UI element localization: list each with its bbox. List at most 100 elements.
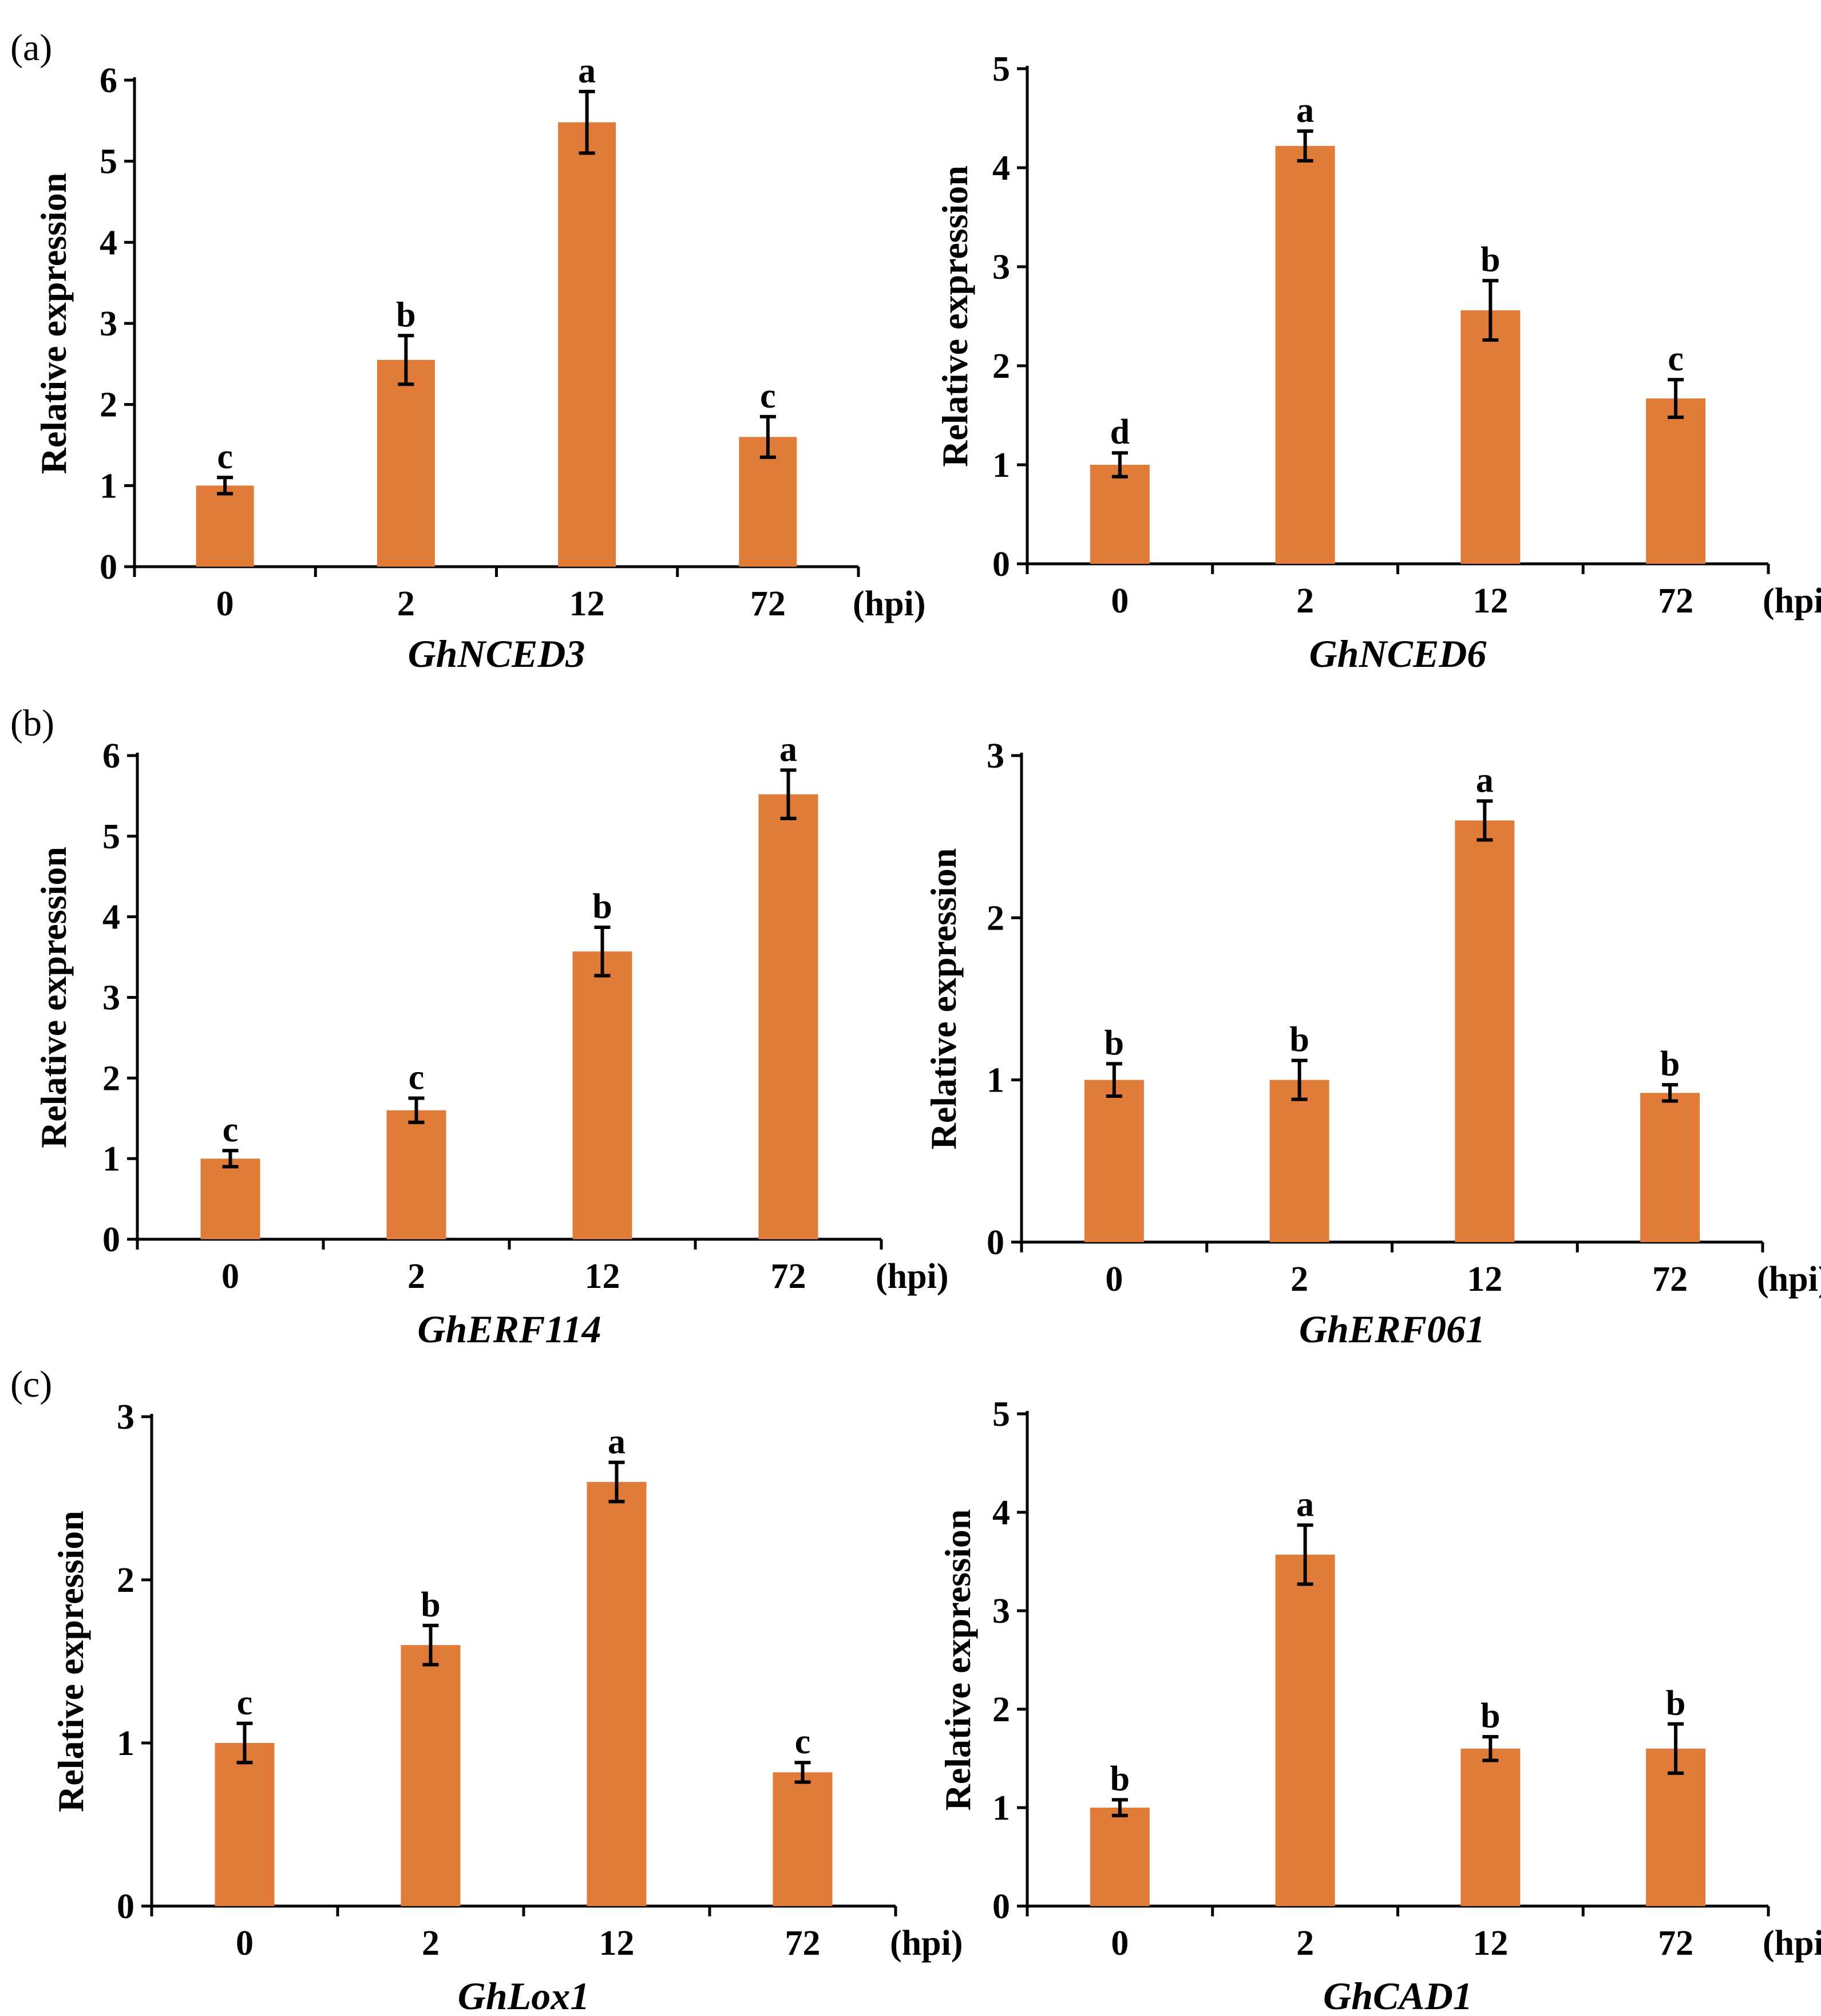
bar — [1269, 1080, 1329, 1242]
x-unit-label: (hpi) — [853, 584, 925, 623]
significance-letter: b — [592, 887, 612, 926]
significance-letter: d — [1110, 413, 1130, 452]
y-tick-label: 3 — [102, 979, 120, 1018]
x-unit-label: (hpi) — [890, 1924, 963, 1963]
y-axis-title: Relative expression — [50, 1511, 91, 1812]
y-tick-label: 1 — [102, 1140, 120, 1179]
y-tick-label: 2 — [992, 347, 1010, 386]
bar — [377, 359, 435, 567]
y-tick-label: 0 — [100, 548, 117, 587]
y-tick-label: 4 — [100, 223, 117, 262]
y-tick-label: 6 — [100, 61, 117, 100]
y-axis-title: Relative expression — [937, 1509, 978, 1811]
significance-letter: b — [1105, 1023, 1124, 1062]
significance-letter: b — [421, 1586, 440, 1624]
y-axis-title: Relative expression — [33, 173, 74, 475]
y-tick-label: 3 — [100, 305, 117, 343]
gene-title: GhCAD1 — [1323, 1974, 1472, 2016]
y-tick-label: 3 — [992, 248, 1010, 287]
bar — [1084, 1080, 1144, 1242]
y-tick-label: 2 — [117, 1561, 134, 1600]
y-tick-label: 5 — [100, 143, 117, 181]
x-tick-label: 0 — [1111, 1924, 1129, 1963]
significance-letter: c — [409, 1058, 425, 1097]
x-tick-label: 72 — [785, 1924, 821, 1963]
y-tick-label: 2 — [100, 386, 117, 425]
significance-letter: c — [760, 377, 776, 416]
x-tick-label: 12 — [599, 1924, 635, 1963]
bar — [1275, 145, 1335, 564]
x-tick-label: 0 — [221, 1257, 239, 1296]
significance-letter: c — [795, 1722, 811, 1761]
y-axis-title: Relative expression — [923, 848, 964, 1150]
y-tick-label: 3 — [987, 737, 1004, 776]
y-tick-label: 5 — [992, 50, 1010, 89]
y-tick-label: 1 — [117, 1724, 134, 1763]
bar — [196, 485, 254, 567]
x-tick-label: 12 — [1472, 582, 1508, 620]
bar — [773, 1772, 833, 1906]
bar — [1460, 1748, 1521, 1906]
bar — [386, 1110, 446, 1239]
x-tick-label: 12 — [585, 1257, 620, 1296]
bar — [215, 1743, 275, 1906]
x-tick-label: 2 — [1290, 1260, 1308, 1299]
x-tick-label: 0 — [1105, 1260, 1123, 1299]
x-tick-label: 0 — [1111, 582, 1129, 620]
y-tick-label: 1 — [992, 446, 1010, 485]
significance-letter: c — [237, 1683, 253, 1722]
gene-title: GhERF114 — [417, 1307, 601, 1351]
x-unit-label: (hpi) — [876, 1257, 948, 1296]
bar — [1090, 465, 1150, 564]
y-tick-label: 1 — [987, 1061, 1004, 1100]
y-tick-label: 0 — [992, 545, 1010, 584]
x-tick-label: 2 — [1296, 1924, 1314, 1963]
x-tick-label: 2 — [407, 1257, 425, 1296]
x-tick-label: 0 — [216, 584, 234, 623]
bar — [1090, 1808, 1150, 1906]
x-tick-label: 12 — [1467, 1260, 1502, 1299]
bar — [401, 1645, 461, 1906]
y-tick-label: 0 — [117, 1887, 134, 1926]
gene-title: GhLox1 — [458, 1974, 589, 2016]
y-tick-label: 5 — [992, 1395, 1010, 1434]
x-tick-label: 12 — [569, 584, 605, 623]
y-tick-label: 4 — [992, 1493, 1010, 1532]
x-tick-label: 72 — [1658, 1924, 1693, 1963]
significance-letter: b — [1666, 1684, 1685, 1723]
significance-letter: b — [1289, 1021, 1309, 1060]
significance-letter: b — [396, 295, 415, 334]
y-tick-label: 3 — [117, 1398, 134, 1437]
bar — [572, 951, 632, 1239]
significance-letter: c — [223, 1110, 239, 1149]
y-tick-label: 1 — [992, 1789, 1010, 1828]
x-tick-label: 72 — [750, 584, 786, 623]
x-unit-label: (hpi) — [1763, 1924, 1821, 1963]
significance-letter: a — [779, 730, 797, 769]
y-axis-title: Relative expression — [935, 165, 975, 467]
bar — [1460, 310, 1521, 564]
x-tick-label: 0 — [236, 1924, 254, 1963]
bar — [1275, 1554, 1335, 1906]
x-unit-label: (hpi) — [1757, 1260, 1821, 1299]
x-tick-label: 2 — [422, 1924, 440, 1963]
y-tick-label: 5 — [102, 817, 120, 856]
x-tick-label: 2 — [397, 584, 415, 623]
bar — [1640, 1093, 1700, 1242]
y-tick-label: 0 — [102, 1220, 120, 1259]
significance-letter: a — [1476, 761, 1494, 800]
gene-title: GhERF061 — [1299, 1307, 1485, 1351]
y-tick-label: 2 — [992, 1690, 1010, 1729]
panel-label: (c) — [10, 1363, 52, 1405]
x-tick-label: 72 — [1652, 1260, 1688, 1299]
x-tick-label: 72 — [1658, 582, 1693, 620]
significance-letter: a — [608, 1422, 626, 1461]
significance-letter: c — [1668, 339, 1684, 378]
x-unit-label: (hpi) — [1763, 582, 1821, 620]
y-tick-label: 2 — [102, 1059, 120, 1098]
